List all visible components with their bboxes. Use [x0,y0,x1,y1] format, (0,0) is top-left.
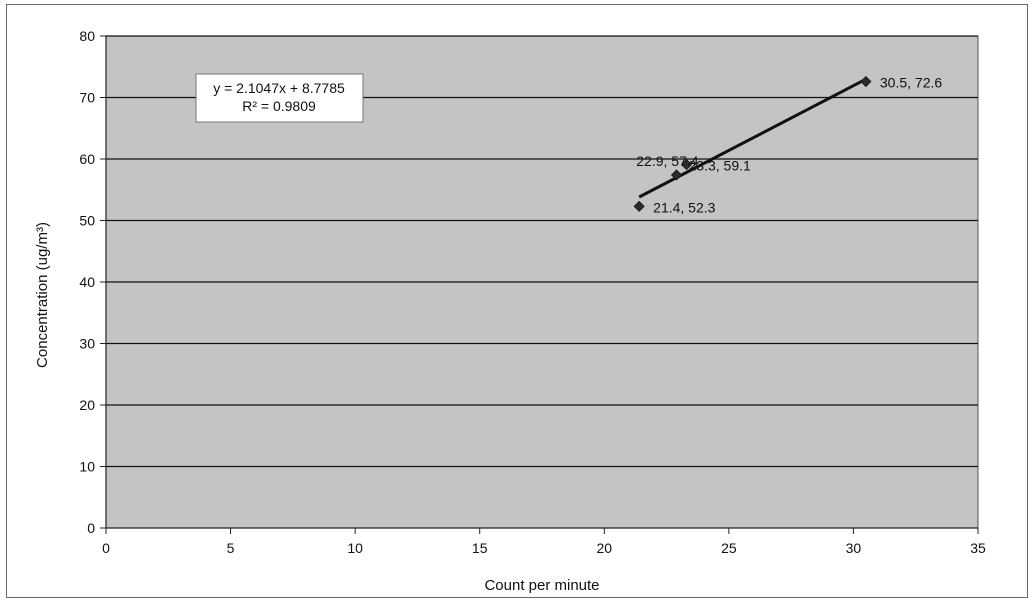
scatter-chart: 0 10 20 30 40 50 60 70 80 0 5 10 15 20 25 30 35 21.4, 52… [34,28,986,594]
data-label-2: 22.9, 57.4 [636,153,698,169]
data-point-1 [633,200,645,212]
y-tick-label-80: 80 [79,28,95,44]
x-tick-label-10: 10 [347,540,363,556]
trendline-r-squared: R² = 0.9809 [242,98,316,114]
y-tick-label-50: 50 [79,213,95,229]
y-tick-label-60: 60 [79,151,95,167]
data-label-1: 21.4, 52.3 [653,199,715,215]
y-tick-label-10: 10 [79,459,95,475]
y-tick-label-40: 40 [79,274,95,290]
data-points [633,75,872,212]
data-labels: 21.4, 52.3 22.9, 57.423.3, 59.1 30.5, 72.6 [636,75,942,216]
data-label-3: 23.3, 59.1 [689,158,751,174]
y-tick-label-30: 30 [79,336,95,352]
x-tick-label-25: 25 [721,540,737,556]
equation-box-background [195,73,364,123]
x-tick-label-20: 20 [596,540,612,556]
x-tick-label-30: 30 [846,540,862,556]
x-tick-label-0: 0 [102,540,110,556]
x-tick-label-35: 35 [970,540,986,556]
data-point-4 [860,75,872,88]
x-axis-title: Count per minute [484,577,599,594]
data-point-2 [670,169,683,181]
chart-frame: 0 10 20 30 40 50 60 70 80 0 5 10 15 20 25 30 35 21.4, 52… [6,4,1028,598]
x-tick-label-5: 5 [227,540,235,556]
trendline-equation: y = 2.1047x + 8.7785 [213,80,345,96]
y-axis-title: Concentration (ug/m³) [34,222,51,368]
y-tick-label-70: 70 [79,90,95,106]
axes: 0 10 20 30 40 50 60 70 80 0 5 10 15 20 25 30 35 [79,28,986,556]
trendline-equation-box: y = 2.1047x + 8.7785 R² = 0.9809 [195,73,364,123]
y-tick-label-0: 0 [87,520,95,536]
y-tick-label-20: 20 [79,397,95,413]
data-point-3 [680,158,693,171]
data-label-4: 30.5, 72.6 [880,75,942,91]
x-tick-label-15: 15 [472,540,488,556]
